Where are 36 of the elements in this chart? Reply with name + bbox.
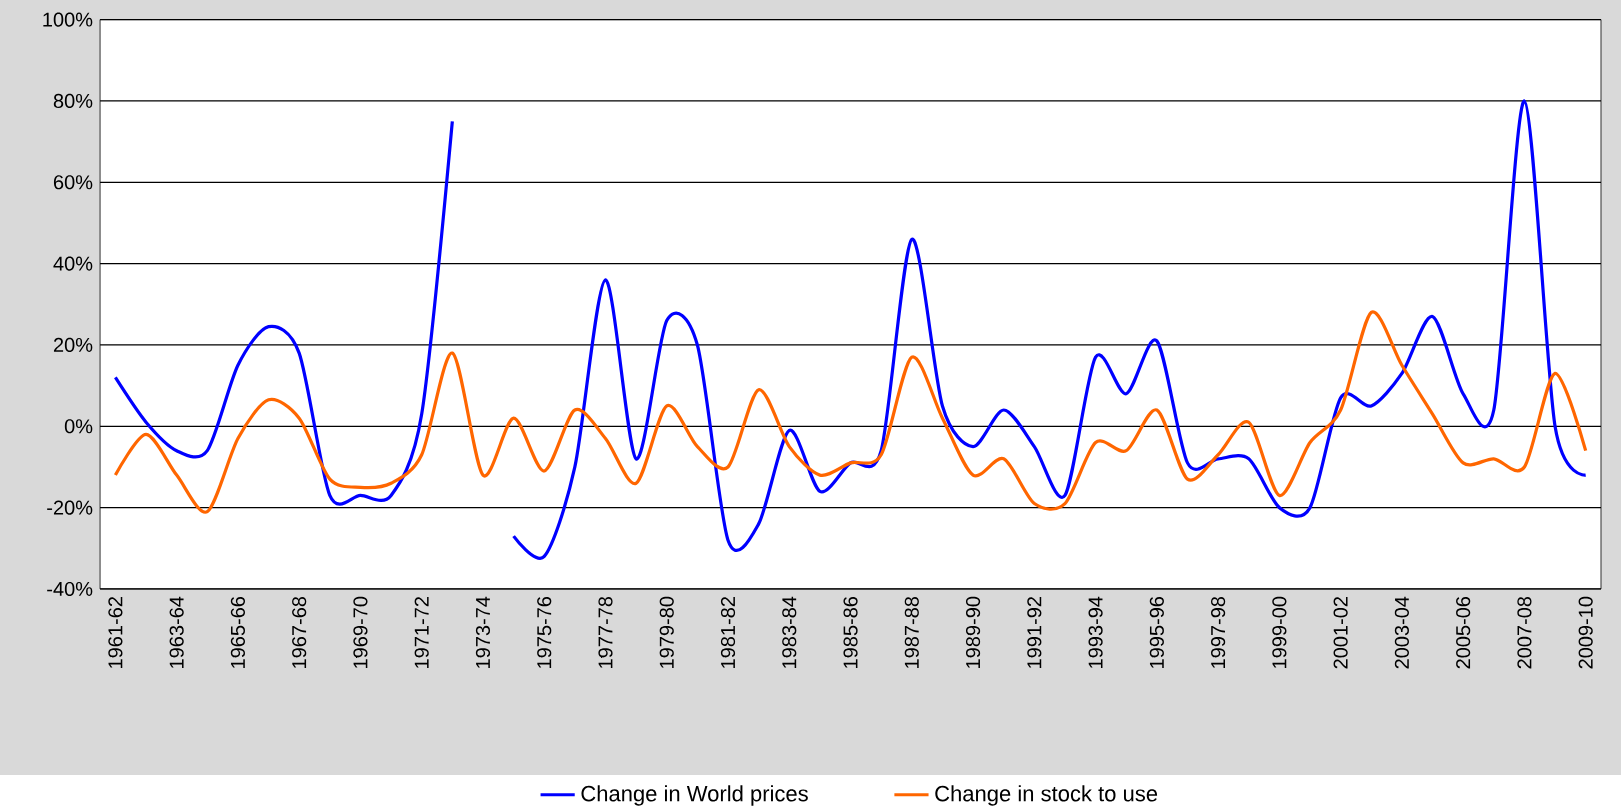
x-tick-label: 1971-72 [414, 596, 429, 668]
y-tick-label: 40% [53, 256, 93, 271]
x-tick-label: 2001-02 [1333, 596, 1348, 669]
y-tick-label: 80% [53, 93, 93, 108]
x-tick-label: 1987-88 [904, 596, 919, 668]
x-tick-label: 1961-62 [108, 596, 123, 668]
y-tick-label: -40% [47, 581, 93, 596]
x-tick-label: 1973-74 [475, 596, 491, 668]
y-tick-label: -20% [47, 500, 93, 515]
x-tick-label: 1999-00 [1272, 596, 1287, 668]
x-tick-label: 1969-70 [353, 596, 368, 668]
y-tick-label: 60% [53, 175, 93, 190]
x-tick-label: 2007-08 [1517, 596, 1532, 669]
legend-label: Change in World prices [581, 785, 808, 806]
x-tick-label: 1989-90 [965, 596, 981, 668]
x-tick-label: 1985-86 [843, 596, 858, 668]
x-tick-label: 1975-76 [537, 596, 552, 668]
x-tick-label: 1963-64 [169, 596, 184, 668]
x-tick-label: 1977-78 [598, 596, 613, 668]
legend-label: Change in stock to use [935, 785, 1158, 806]
x-tick-label: 1995-96 [1149, 596, 1164, 668]
x-tick-label: 1991-92 [1027, 596, 1042, 668]
x-tick-label: 2005-06 [1456, 596, 1471, 669]
x-tick-label: 1997-98 [1211, 596, 1226, 668]
x-tick-label: 2003-04 [1394, 596, 1409, 669]
y-tick-label: 0% [64, 419, 93, 434]
x-tick-label: 1993-94 [1088, 596, 1103, 668]
x-tick-label: 1981-82 [720, 596, 736, 668]
x-tick-label: 1967-68 [292, 596, 307, 668]
y-tick-label: 20% [53, 337, 93, 352]
x-tick-label: 1983-84 [782, 596, 797, 668]
y-tick-label: 100% [43, 12, 93, 27]
x-tick-label: 1965-66 [230, 596, 245, 668]
line-series [113, 310, 1588, 514]
x-tick-label: 1979-80 [659, 596, 674, 668]
x-tick-label: 2009-10 [1578, 596, 1593, 669]
